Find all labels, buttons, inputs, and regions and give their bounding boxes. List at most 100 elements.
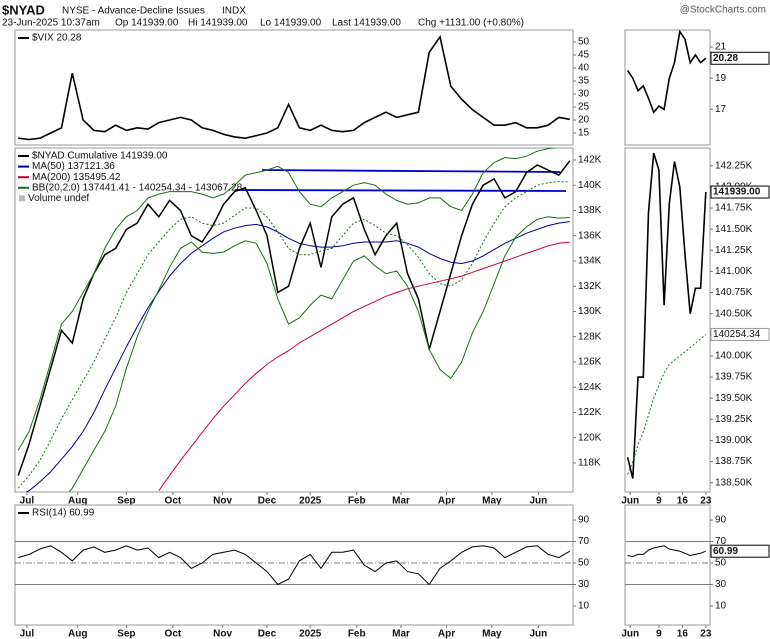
x-tick-label: 9 [656,629,662,639]
trendline [261,169,561,173]
y-tick-label: 128K [578,331,602,342]
legend-label: $NYAD Cumulative 141939.00 [32,151,168,162]
x-tick-label: Aug [68,496,87,507]
y-tick-label: 70 [578,536,590,547]
plot-area [625,541,710,585]
series-line [25,221,570,492]
y-tick-label: 126K [578,357,602,368]
quote: Last 141939.00 [332,18,401,29]
quote: Chg +1131.00 (+0.80%) [418,18,524,29]
y-tick-label: 20 [578,115,590,126]
x-tick-label: 2025 [299,496,322,507]
y-tick-label: 15 [578,128,590,139]
y-tick-label: 50 [715,558,727,569]
series-line [18,545,571,586]
last-value-label: 20.28 [713,53,738,64]
series-line [18,34,570,141]
y-tick-label: 140.75K [715,287,753,298]
quote: Hi 141939.00 [188,18,248,29]
legend-label: Volume undef [28,193,89,204]
y-tick-label: 140K [578,180,602,191]
y-tick-label: 122K [578,407,602,418]
plot-area [626,30,707,114]
last-value-box [710,51,770,65]
legend-label: RSI(14) 60.99 [32,508,95,519]
y-tick-label: 142.25K [715,160,753,171]
panel-frame [14,147,574,493]
x-tick-label: Sep [117,629,135,639]
exchange: INDX [222,6,246,17]
x-tick-label: 16 [677,629,689,639]
panel-frame [14,504,574,626]
y-tick-label: 132K [578,281,602,292]
y-tick-label: 140.50K [715,308,753,319]
last-value-box [710,544,770,558]
date: 23-Jun-2025 10:37am [2,18,100,29]
quote: Lo 141939.00 [260,18,322,29]
y-tick-label: 19 [715,73,727,84]
y-tick-label: 141.50K [715,224,753,235]
x-tick-label: Jun [621,629,639,639]
last-value-box [710,185,770,199]
y-tick-label: 138.75K [715,456,753,467]
y-tick-label: 136K [578,230,602,241]
series-line [17,180,570,489]
last-value-box [710,327,770,341]
x-tick-label: Apr [438,496,455,507]
series-line [17,160,571,476]
panel-frame [624,29,711,146]
x-tick-label: 9 [656,496,662,507]
y-tick-label: 139.50K [715,393,753,404]
x-tick-label: Mar [392,496,410,507]
x-tick-label: May [482,629,502,639]
panel-frame [624,504,711,626]
y-tick-label: 90 [715,515,727,526]
y-tick-label: 30 [715,579,727,590]
y-tick-label: 141.25K [715,245,753,256]
x-tick-label: 23 [700,629,712,639]
legend-label: BB(20,2.0) 137441.41 - 140254.34 - 14306… [32,182,243,193]
y-tick-label: 30 [578,89,590,100]
x-tick-label: Jun [621,496,639,507]
y-tick-label: 21 [715,42,727,53]
x-tick-label: May [482,496,502,507]
y-tick-label: 139.00K [715,435,753,446]
x-tick-label: Nov [213,629,232,639]
x-tick-label: Jul [20,496,35,507]
plot-area [626,152,707,479]
y-tick-label: 10 [715,601,727,612]
series-line [626,30,707,114]
y-tick-label: 30 [578,579,590,590]
y-tick-label: 70 [715,536,727,547]
x-tick-label: 23 [700,496,712,507]
x-tick-label: Sep [117,496,135,507]
series-line [627,545,706,558]
y-tick-label: 138K [578,205,602,216]
x-tick-label: Dec [258,496,277,507]
series-line [627,334,707,475]
series-line [626,152,707,479]
y-tick-label: 50 [578,37,590,48]
x-tick-label: Jun [530,496,548,507]
y-tick-label: 50 [578,558,590,569]
y-tick-label: 142K [578,155,602,166]
series-line [17,148,559,451]
y-tick-label: 118K [578,458,601,469]
x-tick-label: Nov [213,496,232,507]
x-tick-label: Apr [438,629,455,639]
y-tick-label: 35 [578,76,590,87]
y-tick-label: 140.00K [715,351,753,362]
watermark: @StockCharts.com [680,5,766,16]
last-value-label: 60.99 [713,546,738,557]
y-tick-label: 17 [715,104,727,115]
x-tick-label: Jul [20,629,35,639]
y-tick-label: 141.75K [715,203,753,214]
y-tick-label: 124K [578,382,602,393]
symbol: $NYAD [2,2,45,17]
y-tick-label: 120K [578,432,602,443]
y-tick-label: 90 [578,515,590,526]
x-tick-label: Feb [348,496,366,507]
x-tick-label: Mar [392,629,410,639]
panel-frame [624,147,711,493]
